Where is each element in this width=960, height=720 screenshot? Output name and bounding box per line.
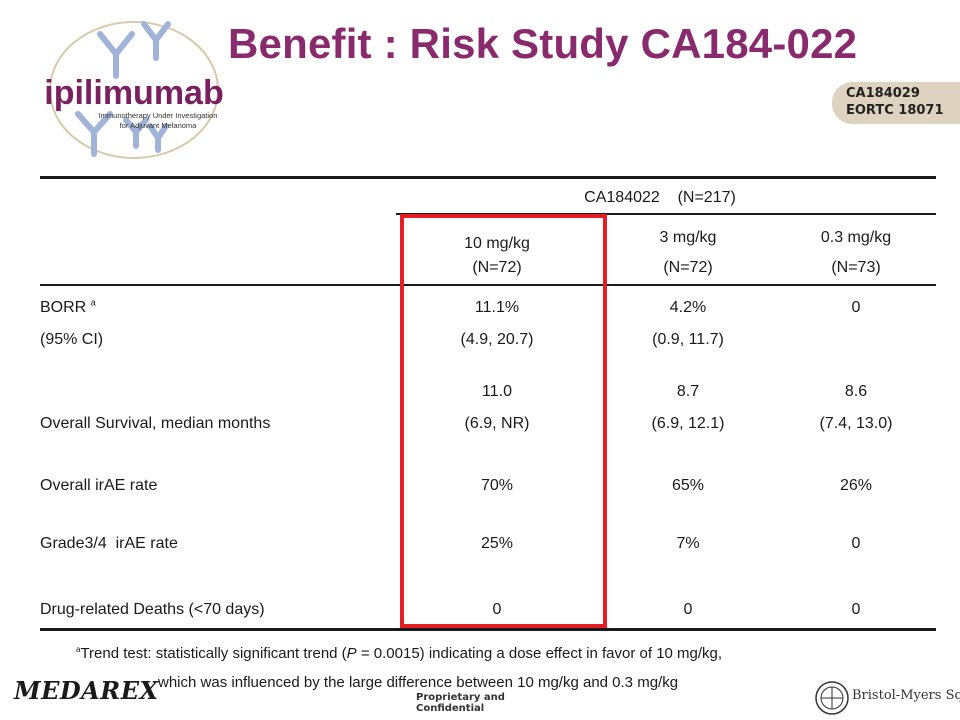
table-cell: 70% <box>480 477 514 494</box>
table-cell: 25% <box>480 535 514 552</box>
table-cell: 0 <box>492 601 502 618</box>
row-label: BORR a <box>40 297 96 316</box>
ipilimumab-logo: ipilimumab Immunotherapy Under Investiga… <box>38 14 234 164</box>
slide-title: Benefit : Risk Study CA184-022 <box>228 20 858 67</box>
footnote-line: which was influenced by the large differ… <box>158 674 679 691</box>
proprietary-notice: Proprietary and Confidential <box>416 692 505 714</box>
column-header-rule <box>40 284 936 286</box>
table-cell: (0.9, 11.7) <box>652 331 724 348</box>
column-header-dose: 3 mg/kg <box>659 229 717 246</box>
bms-logo-text: Bristol-Myers Squibb <box>852 688 960 703</box>
table-cell: (6.9, NR) <box>464 415 530 432</box>
table-cell: 11.1% <box>474 299 520 316</box>
group-header-rule <box>396 213 936 215</box>
table-cell: 0 <box>851 601 861 618</box>
row-label: Overall irAE rate <box>40 477 158 494</box>
row-label-sub: (95% CI) <box>40 331 104 348</box>
logo-tagline: Immunotherapy Under Investigation <box>99 111 218 120</box>
row-label: Grade3/4 irAE rate <box>40 535 178 552</box>
study-tag: CA184029 EORTC 18071 <box>832 82 960 124</box>
column-header-n: (N=72) <box>663 259 713 276</box>
table-top-rule <box>40 176 936 179</box>
table-cell: 8.6 <box>844 383 868 400</box>
medarex-logo: MEDAREX <box>14 676 159 705</box>
logo-tagline: for Adjuvant Melanoma <box>120 121 198 130</box>
table-cell: (6.9, 12.1) <box>651 415 725 432</box>
row-label: Overall Survival, median months <box>40 415 271 432</box>
column-header-dose: 0.3 mg/kg <box>820 229 892 246</box>
group-header: CA184022 (N=217) <box>584 189 736 206</box>
highlight-box <box>400 214 607 628</box>
table-bottom-rule <box>40 628 936 631</box>
footnote-line: aTrend test: statistically significant t… <box>76 645 723 662</box>
table-cell: (4.9, 20.7) <box>460 331 534 348</box>
table-cell: 26% <box>839 477 873 494</box>
table-cell: 7% <box>676 535 700 552</box>
row-label: Drug-related Deaths (<70 days) <box>40 601 265 618</box>
logo-word: ipilimumab <box>44 74 223 112</box>
table-cell: (7.4, 13.0) <box>819 415 893 432</box>
footnote-marker: a <box>90 297 96 308</box>
table-cell: 0 <box>851 535 861 552</box>
table-cell: 11.0 <box>482 383 512 400</box>
column-header-dose: 10 mg/kg <box>464 235 530 252</box>
table-cell: 0 <box>851 299 861 316</box>
column-header-n: (N=72) <box>472 259 522 276</box>
table-cell: 8.7 <box>676 383 700 400</box>
study-tag-line: EORTC 18071 <box>846 103 944 118</box>
table-cell: 65% <box>671 477 705 494</box>
study-tag-line: CA184029 <box>846 86 920 101</box>
table-cell: 0 <box>683 601 693 618</box>
table-cell: 4.2% <box>669 299 707 316</box>
column-header-n: (N=73) <box>831 259 881 276</box>
antibody-icon: ipilimumab Immunotherapy Under Investiga… <box>44 21 224 159</box>
bms-emblem-icon <box>815 681 849 715</box>
footnote-marker: a <box>76 645 81 654</box>
